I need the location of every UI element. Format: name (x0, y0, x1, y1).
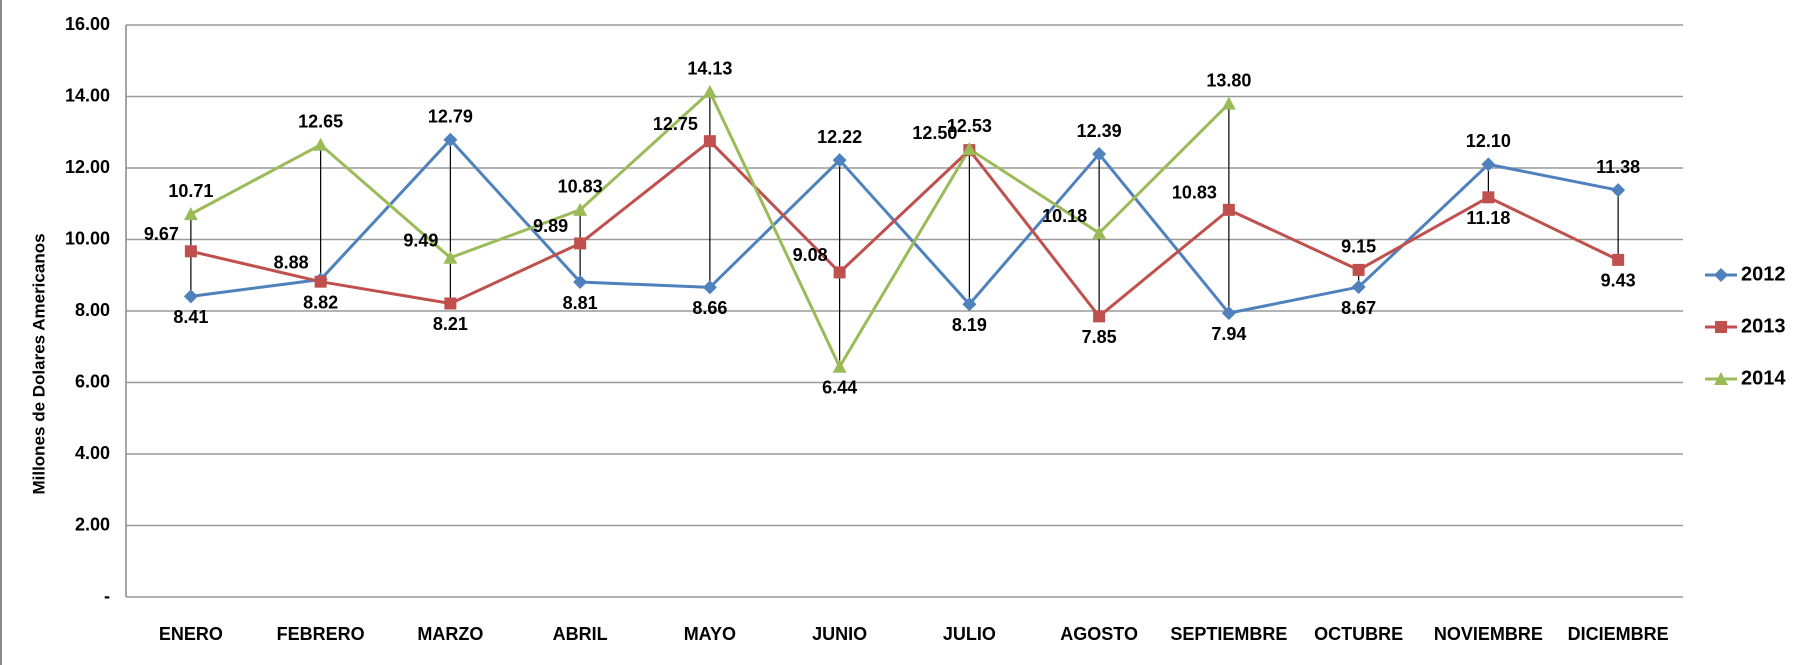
marker (832, 153, 847, 168)
x-tick-label: JUNIO (812, 624, 867, 644)
x-tick-label: ENERO (159, 624, 223, 644)
data-label: 9.15 (1341, 237, 1376, 257)
marker (314, 275, 327, 288)
marker (183, 207, 198, 221)
x-tick-label: DICIEMBRE (1568, 624, 1669, 644)
marker (443, 250, 458, 264)
data-label: 8.88 (274, 252, 309, 272)
marker (832, 359, 847, 373)
marker (574, 237, 587, 250)
marker (1221, 96, 1236, 110)
marker (183, 289, 198, 304)
data-label: 8.21 (433, 314, 468, 334)
marker (184, 245, 197, 258)
y-tick-label: 12.00 (65, 157, 110, 177)
data-label: 10.83 (1172, 183, 1217, 203)
x-tick-label: JULIO (943, 624, 996, 644)
marker (1612, 253, 1625, 266)
data-label: 12.79 (428, 107, 473, 127)
legend-marker (1715, 321, 1727, 333)
x-tick-label: ABRIL (553, 624, 608, 644)
marker (1092, 226, 1107, 240)
marker (1221, 306, 1236, 321)
marker (703, 135, 716, 148)
legend-marker (1714, 268, 1728, 282)
marker (702, 84, 717, 98)
data-label: 8.19 (952, 315, 987, 335)
marker (313, 137, 328, 151)
data-label: 13.80 (1206, 70, 1251, 90)
y-tick-label: 14.00 (65, 85, 110, 105)
marker (1093, 310, 1106, 323)
series-line (190, 139, 1619, 319)
x-tick-label: NOVIEMBRE (1434, 624, 1543, 644)
legend-label: 2012 (1741, 263, 1786, 285)
data-label: 9.89 (533, 216, 568, 236)
marker (1351, 280, 1366, 295)
data-label: 8.82 (303, 292, 338, 312)
marker (833, 266, 846, 279)
marker (1222, 203, 1235, 216)
series-line (190, 137, 1619, 315)
data-label: 12.75 (653, 114, 698, 134)
data-label: 10.71 (168, 181, 213, 201)
x-tick-label: AGOSTO (1060, 624, 1138, 644)
marker (1481, 157, 1496, 172)
data-label: 8.81 (563, 293, 598, 313)
data-label: 12.65 (298, 112, 343, 132)
data-label: 12.50 (912, 123, 957, 143)
x-tick-label: MAYO (684, 624, 736, 644)
y-tick-label: 4.00 (75, 443, 110, 463)
marker (1482, 191, 1495, 204)
data-label: 6.44 (822, 378, 857, 398)
y-tick-label: 16.00 (65, 14, 110, 34)
marker (1092, 147, 1107, 162)
marker (573, 202, 588, 216)
data-label: 11.18 (1466, 208, 1510, 228)
marker (573, 275, 588, 290)
marker (1352, 263, 1365, 276)
data-label: 9.49 (403, 230, 438, 250)
x-tick-label: OCTUBRE (1314, 624, 1403, 644)
marker (1611, 183, 1626, 198)
marker (962, 142, 977, 156)
legend-marker (1714, 372, 1728, 385)
y-tick-label: 6.00 (75, 371, 110, 391)
data-label: 9.43 (1601, 271, 1636, 291)
marker (444, 297, 457, 310)
y-tick-label: 10.00 (65, 228, 110, 248)
data-label: 10.83 (558, 177, 603, 197)
y-axis-title: Millones de Dolares Americanos (29, 233, 48, 494)
legend-label: 2014 (1741, 367, 1786, 389)
data-label: 8.66 (692, 298, 727, 318)
data-label: 11.38 (1596, 157, 1640, 177)
data-label: 12.10 (1466, 131, 1511, 151)
legend-label: 2013 (1741, 315, 1786, 337)
data-label: 12.39 (1077, 121, 1122, 141)
data-label: 9.08 (793, 245, 828, 265)
data-label: 9.67 (144, 224, 179, 244)
data-label: 7.85 (1082, 327, 1117, 347)
x-tick-label: SEPTIEMBRE (1170, 624, 1287, 644)
data-label: 7.94 (1211, 324, 1246, 344)
marker (962, 297, 977, 312)
x-tick-label: FEBRERO (277, 624, 365, 644)
y-tick-label: 2.00 (75, 514, 110, 534)
marker (443, 132, 458, 147)
data-label: 8.41 (173, 307, 208, 327)
data-label: 12.53 (947, 116, 992, 136)
y-tick-label: 8.00 (75, 300, 110, 320)
data-label: 8.67 (1341, 298, 1376, 318)
data-label: 12.22 (817, 127, 862, 147)
data-label: 10.18 (1042, 206, 1087, 226)
data-label: 14.13 (687, 59, 732, 79)
x-tick-label: MARZO (417, 624, 483, 644)
marker (702, 280, 717, 295)
y-tick-label: - (104, 586, 110, 606)
